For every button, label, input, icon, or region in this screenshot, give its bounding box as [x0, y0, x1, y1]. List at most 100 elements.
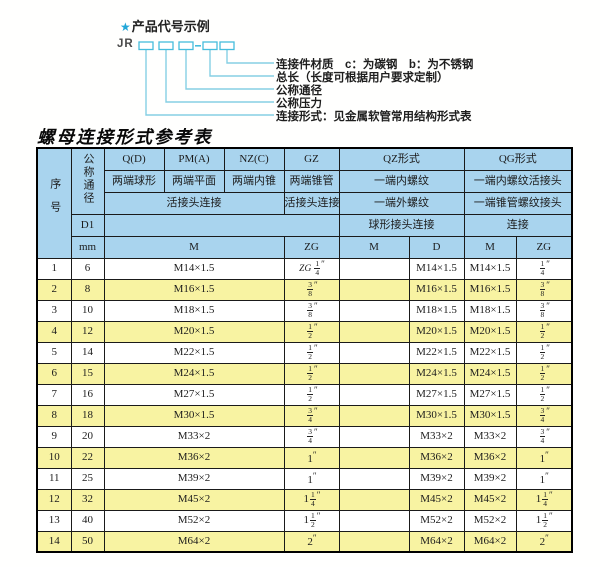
cell-qz-d: M16×1.5 — [408, 278, 465, 301]
cell-mm: 50 — [70, 530, 105, 553]
code-label-material: 连接件材质 c：为碳钢 b：为不锈钢 — [276, 59, 474, 71]
product-code-diagram: ★产品代号示例 JR 连接件材质 c：为碳钢 b：为不锈钢 总长（长度可根据用户… — [0, 0, 600, 127]
cell-mm: 14 — [70, 341, 105, 364]
cell-qg-zg: 1 2 ″ — [515, 320, 573, 343]
cell-zg: 1″ — [283, 467, 340, 490]
star-icon: ★ — [120, 20, 131, 34]
cell-qg-m: M52×2 — [463, 509, 517, 532]
header-row-2: 两端球形 两端平面 两端内锥 两端锥管 一端内螺纹 一端内螺纹活接头 — [37, 169, 573, 193]
cell-qz-m — [338, 257, 410, 280]
code-leader-lines-svg — [138, 41, 274, 116]
cell-qg-m: M18×1.5 — [463, 299, 517, 322]
header-qg-zg: ZG — [515, 235, 573, 259]
table-row: 11 25 M39×2 1″ M39×2 M39×2 1″ — [36, 467, 573, 490]
cell-m: M20×1.5 — [103, 320, 285, 343]
header-dn-label: 公称通径 — [82, 153, 94, 206]
cell-qg-zg: 1 1 2 ″ — [515, 509, 573, 532]
cell-qg-m: M39×2 — [463, 467, 517, 490]
table-body: 1 6 M14×1.5 ZG 1 4 ″ M14×1.5 M14×1.5 1 4 ″ 2 8 M16×1.5… — [36, 257, 573, 553]
header-dn: 公称通径 — [70, 147, 105, 215]
cell-no: 14 — [36, 530, 72, 553]
header-col-gz: GZ — [283, 147, 340, 171]
cell-zg: 2″ — [283, 530, 340, 553]
cell-zg: ZG 1 4 ″ — [283, 257, 340, 280]
cell-qg-m: M33×2 — [463, 425, 517, 448]
cell-mm: 20 — [70, 425, 105, 448]
cell-no: 12 — [36, 488, 72, 511]
header-seq-label: 序号 — [48, 178, 61, 225]
cell-m: M14×1.5 — [103, 257, 285, 280]
header-row-3: 活接头连接 活接头连接 一端外螺纹 一端锥管螺纹接头 — [37, 191, 573, 215]
table-row: 14 50 M64×2 2″ M64×2 M64×2 2″ — [36, 530, 573, 553]
header-qg-desc2: 一端锥管螺纹接头 — [463, 191, 573, 215]
cell-qg-zg: 3 4 ″ — [515, 404, 573, 427]
cell-qz-m — [338, 509, 410, 532]
cell-qg-m: M14×1.5 — [463, 257, 517, 280]
cell-qz-d: M39×2 — [408, 467, 465, 490]
cell-qz-m — [338, 446, 410, 469]
header-zg1: ZG — [283, 235, 340, 259]
cell-qg-zg: 1 2 ″ — [515, 341, 573, 364]
cell-mm: 32 — [70, 488, 105, 511]
cell-qg-m: M30×1.5 — [463, 404, 517, 427]
cell-mm: 6 — [70, 257, 105, 280]
cell-zg: 1 1 2 ″ — [283, 509, 340, 532]
cell-qz-m — [338, 404, 410, 427]
cell-mm: 15 — [70, 362, 105, 385]
table-row: 13 40 M52×2 1 1 2 ″ M52×2 M52×2 1 1 2 ″ — [36, 509, 573, 532]
cell-qz-d: M18×1.5 — [408, 299, 465, 322]
cell-qz-d: M24×1.5 — [408, 362, 465, 385]
cell-zg: 1 2 ″ — [283, 362, 340, 385]
cell-mm: 25 — [70, 467, 105, 490]
header-gz-conn: 活接头连接 — [283, 191, 340, 215]
cell-zg: 1 2 ″ — [283, 383, 340, 406]
cell-qg-m: M24×1.5 — [463, 362, 517, 385]
header-nz-desc: 两端内锥 — [223, 169, 285, 193]
cell-qg-m: M36×2 — [463, 446, 517, 469]
cell-m: M27×1.5 — [103, 383, 285, 406]
table-row: 9 20 M33×2 3 4 ″ M33×2 M33×2 3 4 ″ — [36, 425, 573, 448]
cell-mm: 12 — [70, 320, 105, 343]
code-label-diameter: 公称通径 — [276, 85, 322, 97]
cell-zg: 1″ — [283, 446, 340, 469]
header-col-qd: Q(D) — [103, 147, 165, 171]
cell-no: 13 — [36, 509, 72, 532]
table-row: 6 15 M24×1.5 1 2 ″ M24×1.5 M24×1.5 1 2 ″ — [36, 362, 573, 385]
cell-qz-m — [338, 320, 410, 343]
cell-qg-m: M16×1.5 — [463, 278, 517, 301]
header-row-5: mm M ZG M D M ZG — [37, 235, 573, 259]
cell-mm: 16 — [70, 383, 105, 406]
cell-zg: 3 8 ″ — [283, 278, 340, 301]
cell-mm: 10 — [70, 299, 105, 322]
cell-qg-zg: 1 4 ″ — [515, 257, 573, 280]
cell-no: 1 — [36, 257, 72, 280]
cell-zg: 1 1 4 ″ — [283, 488, 340, 511]
header-union-conn: 活接头连接 — [103, 191, 285, 215]
cell-qz-d: M33×2 — [408, 425, 465, 448]
header-qg-conn: 连接 — [463, 213, 573, 237]
header-row-4: D1 球形接头连接 连接 — [37, 213, 573, 237]
cell-m: M33×2 — [103, 425, 285, 448]
cell-no: 2 — [36, 278, 72, 301]
cell-m: M39×2 — [103, 467, 285, 490]
diagram-title-text: 产品代号示例 — [131, 19, 210, 34]
header-qz-m: M — [338, 235, 410, 259]
cell-qz-m — [338, 425, 410, 448]
cell-qg-zg: 3 8 ″ — [515, 278, 573, 301]
cell-qg-zg: 3 8 ″ — [515, 299, 573, 322]
cell-qg-zg: 1 1 4 ″ — [515, 488, 573, 511]
cell-qg-zg: 1 2 ″ — [515, 362, 573, 385]
cell-no: 3 — [36, 299, 72, 322]
cell-qz-m — [338, 362, 410, 385]
cell-qz-d: M27×1.5 — [408, 383, 465, 406]
cell-m: M18×1.5 — [103, 299, 285, 322]
cell-zg: 1 2 ″ — [283, 320, 340, 343]
cell-zg: 3 4 ″ — [283, 404, 340, 427]
cell-qz-m — [338, 341, 410, 364]
cell-m: M45×2 — [103, 488, 285, 511]
cell-mm: 18 — [70, 404, 105, 427]
header-m1: M — [103, 235, 285, 259]
cell-qz-m — [338, 467, 410, 490]
header-gz-desc: 两端锥管 — [283, 169, 340, 193]
cell-qg-m: M45×2 — [463, 488, 517, 511]
